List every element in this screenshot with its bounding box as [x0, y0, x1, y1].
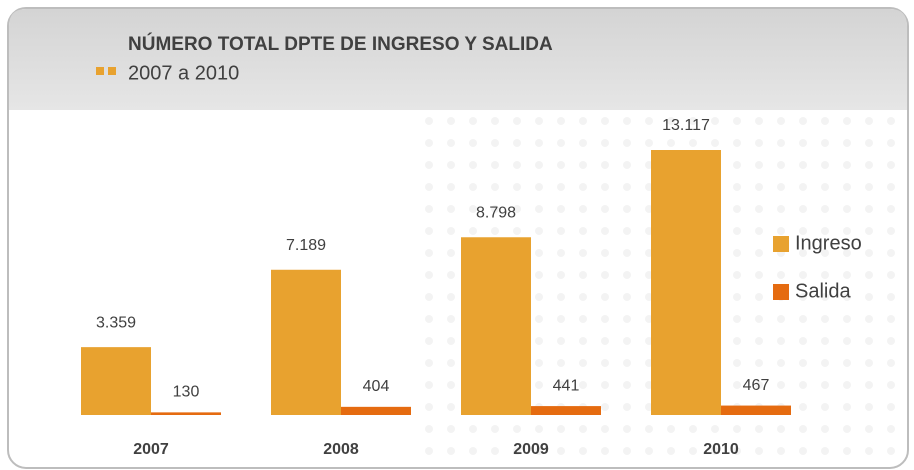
bar — [651, 150, 721, 415]
header-icon — [96, 67, 104, 75]
x-tick-label: 2007 — [133, 441, 169, 458]
data-label: 467 — [743, 377, 770, 394]
x-tick-label: 2010 — [703, 441, 739, 458]
bar — [151, 412, 221, 415]
x-tick-label: 2008 — [323, 441, 359, 458]
data-label: 7.189 — [286, 237, 326, 254]
bar — [531, 406, 601, 415]
bar — [81, 347, 151, 415]
chart-subtitle: 2007 a 2010 — [128, 62, 239, 84]
x-tick-label: 2009 — [513, 441, 549, 458]
header-icon — [108, 67, 116, 75]
data-label: 404 — [363, 378, 390, 395]
data-label: 8.798 — [476, 204, 516, 221]
legend-label: Ingreso — [795, 232, 862, 254]
legend-label: Salida — [795, 280, 851, 302]
bar — [341, 406, 411, 415]
legend-swatch — [773, 284, 789, 300]
data-label: 441 — [553, 377, 580, 394]
header — [9, 9, 907, 110]
chart-title: NÚMERO TOTAL DPTE DE INGRESO Y SALIDA — [128, 33, 553, 55]
data-label: 130 — [173, 384, 200, 401]
data-label: 3.359 — [96, 314, 136, 331]
data-label: 13.117 — [662, 117, 710, 134]
bar — [721, 405, 791, 415]
bar — [461, 237, 531, 415]
bar — [271, 269, 341, 415]
legend-swatch — [773, 236, 789, 252]
